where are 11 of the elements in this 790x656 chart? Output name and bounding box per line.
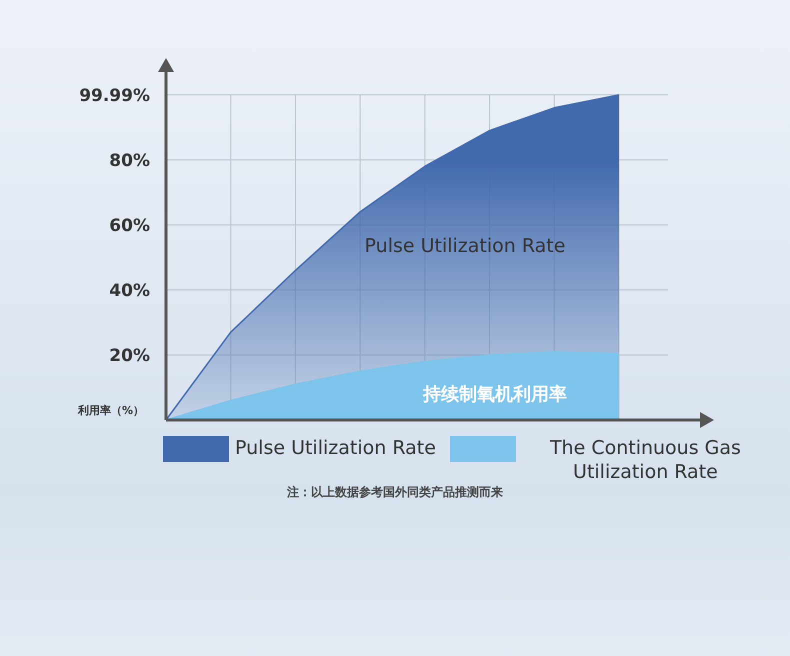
text: 注：以上数据参考国外同类产品推测而来: [286, 484, 504, 501]
y-tick-label: 40%: [109, 280, 150, 301]
y-tick-label: 80%: [109, 150, 150, 171]
legend-label: The Continuous Gas Utilization Rate: [548, 436, 742, 484]
y-axis-title: 利用率（%）: [77, 404, 144, 417]
legend-label: Pulse Utilization Rate: [235, 436, 436, 460]
y-tick-label: 20%: [109, 346, 150, 366]
y-tick-label: 99.99%: [79, 86, 150, 106]
annotation: 持续制氧机利用率: [422, 384, 567, 405]
y-tick-label: 60%: [109, 216, 150, 236]
annotation: Pulse Utilization Rate: [364, 235, 566, 257]
